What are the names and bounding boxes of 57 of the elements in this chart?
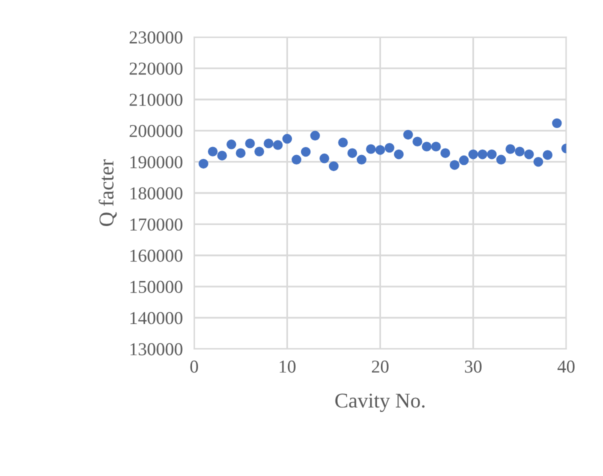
point	[338, 138, 348, 148]
point	[217, 150, 227, 160]
point	[292, 154, 302, 165]
point	[264, 138, 274, 148]
point	[450, 160, 460, 170]
point	[478, 149, 488, 160]
point	[347, 148, 358, 158]
y-tick-label: 220000	[130, 62, 182, 75]
point	[533, 156, 544, 167]
y-tick-label: 150000	[130, 280, 182, 293]
point	[403, 130, 413, 140]
x-tick-label: 40	[558, 360, 575, 373]
y-tick-label: 210000	[130, 94, 182, 106]
point	[226, 140, 236, 150]
point	[320, 154, 330, 164]
point	[496, 154, 506, 165]
point	[282, 134, 292, 144]
point	[394, 149, 404, 160]
y-tick-label: 140000	[130, 312, 182, 324]
point	[514, 146, 525, 156]
point	[431, 142, 441, 152]
point	[300, 147, 311, 157]
point	[440, 148, 450, 158]
point	[542, 150, 552, 160]
point	[412, 136, 422, 146]
point	[328, 161, 339, 172]
point	[236, 148, 246, 158]
point	[422, 142, 432, 152]
point	[384, 142, 394, 153]
x-tick-label: 30	[465, 360, 482, 373]
point	[524, 149, 534, 160]
y-tick-label: 170000	[130, 218, 182, 231]
point	[356, 154, 366, 165]
y-tick-label: 180000	[130, 187, 182, 200]
point	[366, 144, 376, 154]
point	[245, 138, 255, 148]
point	[310, 130, 320, 141]
y-tick-label: 160000	[130, 250, 182, 262]
point	[506, 144, 516, 154]
y-tick-label: 130000	[130, 343, 182, 356]
point	[208, 146, 218, 156]
point	[459, 155, 469, 166]
point	[254, 146, 264, 156]
y-tick-label: 190000	[130, 156, 182, 168]
point	[273, 140, 283, 150]
y-axis-title: Q facter	[98, 159, 117, 226]
y-tick-label: 230000	[130, 31, 182, 44]
point	[198, 158, 208, 169]
point	[552, 118, 562, 128]
x-tick-label: 20	[372, 360, 389, 373]
x-tick-label: 0	[190, 360, 198, 373]
point	[486, 149, 497, 160]
point	[375, 145, 386, 155]
y-tick-label: 200000	[130, 124, 182, 138]
point	[468, 149, 478, 160]
x-tick-label: 10	[280, 360, 296, 373]
x-axis-title: Cavity No.	[335, 394, 425, 412]
